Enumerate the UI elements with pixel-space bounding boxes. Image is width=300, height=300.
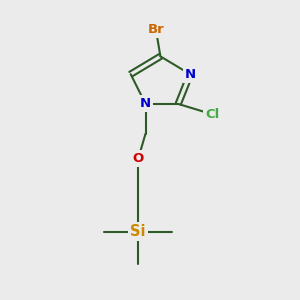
Text: N: N bbox=[184, 68, 196, 81]
Text: N: N bbox=[140, 98, 151, 110]
Text: O: O bbox=[133, 152, 144, 165]
Text: Si: Si bbox=[130, 224, 146, 239]
Text: Cl: Cl bbox=[205, 108, 220, 121]
Text: Br: Br bbox=[148, 23, 164, 36]
